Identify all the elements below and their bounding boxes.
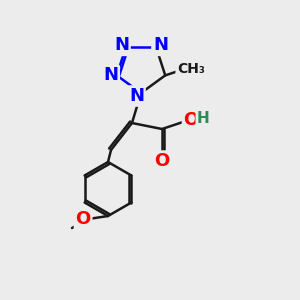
Text: H: H xyxy=(197,111,210,126)
Text: O: O xyxy=(184,111,199,129)
Text: N: N xyxy=(129,87,144,105)
Text: N: N xyxy=(103,66,118,84)
Text: O: O xyxy=(154,152,169,170)
Text: N: N xyxy=(153,36,168,54)
Text: N: N xyxy=(114,36,129,54)
Text: O: O xyxy=(76,210,91,228)
Text: CH₃: CH₃ xyxy=(177,62,205,76)
